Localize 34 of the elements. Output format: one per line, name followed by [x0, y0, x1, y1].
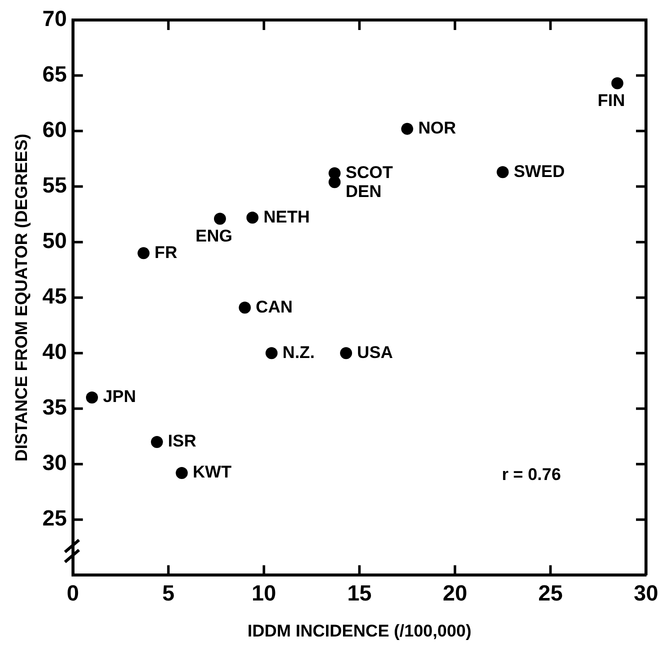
annotation: SWED: [514, 162, 565, 181]
y-tick-label: 50: [42, 228, 67, 254]
annotation: NOR: [418, 118, 456, 138]
x-tick-label: 20: [442, 580, 468, 606]
x-tick-label: 25: [538, 580, 563, 606]
x-tick-label: 30: [634, 580, 658, 606]
annotation: JPN: [102, 387, 136, 406]
y-axis-title: DISTANCE FROM EQUATOR (DEGREES): [12, 134, 31, 462]
annotation: ISR: [168, 432, 196, 451]
annotation: N.Z.: [282, 342, 315, 362]
y-tick-label: 70: [42, 6, 67, 32]
annotation: CAN: [256, 297, 293, 316]
y-tick-label: 55: [42, 172, 67, 198]
y-tick-label: 45: [42, 284, 67, 309]
x-tick-label: 15: [347, 580, 372, 606]
annotation: FIN: [598, 90, 626, 110]
annotation: FR: [154, 242, 178, 262]
x-tick-label: 10: [252, 580, 276, 606]
annotation: r = 0.76: [502, 464, 561, 484]
y-tick-label: 65: [42, 62, 67, 87]
annotation: ENG: [196, 226, 232, 246]
y-tick-label: 30: [42, 450, 67, 476]
x-axis-title: IDDM INCIDENCE (/100,000): [247, 621, 472, 640]
annotation: SCOT: [346, 162, 394, 182]
y-tick-label: 35: [42, 394, 67, 420]
y-tick-label: 25: [42, 506, 67, 531]
x-tick-label: 5: [162, 580, 175, 606]
x-tick-label: 0: [66, 580, 79, 606]
y-tick-label: 40: [42, 339, 67, 364]
annotation: DEN: [346, 182, 382, 201]
y-tick-label: 60: [42, 117, 67, 142]
annotation: KWT: [192, 462, 232, 482]
annotation: USA: [357, 342, 393, 362]
annotation: NETH: [263, 207, 310, 226]
